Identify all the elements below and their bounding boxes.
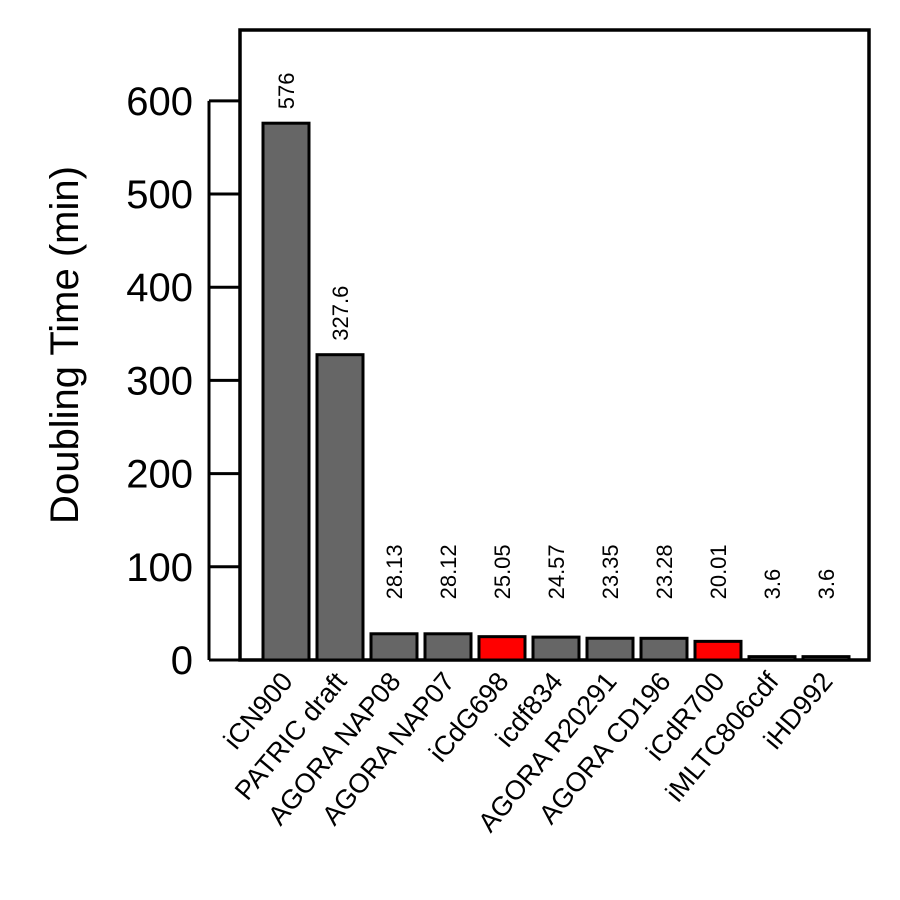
data-label: 20.01 bbox=[706, 544, 731, 599]
bar-agora-nap08 bbox=[369, 632, 419, 662]
data-label: 327.6 bbox=[328, 286, 353, 341]
y-tick-label: 400 bbox=[126, 266, 193, 310]
y-tick-label: 600 bbox=[126, 80, 193, 124]
data-label: 576 bbox=[274, 72, 299, 109]
y-tick-label: 300 bbox=[126, 359, 193, 403]
data-label: 3.6 bbox=[814, 569, 839, 600]
y-axis-label: Doubling Time (min) bbox=[43, 166, 87, 524]
data-label: 24.57 bbox=[544, 544, 569, 599]
y-axis: 0 100 200 300 400 500 600 bbox=[126, 80, 240, 683]
data-label: 23.35 bbox=[598, 544, 623, 599]
y-tick-label: 200 bbox=[126, 453, 193, 497]
bar-icdf834 bbox=[531, 635, 581, 662]
bar-icn900 bbox=[261, 121, 311, 662]
data-label: 23.28 bbox=[652, 544, 677, 599]
y-tick-label: 500 bbox=[126, 173, 193, 217]
bar-icdr700 bbox=[693, 639, 743, 662]
data-label: 3.6 bbox=[760, 569, 785, 600]
bar-imltc806cdf bbox=[747, 655, 797, 662]
bar-ihd992 bbox=[801, 655, 851, 662]
data-labels: 576 327.6 28.13 28.12 25.05 24.57 23.35 23.28 20… bbox=[274, 72, 839, 599]
data-label: 28.13 bbox=[382, 544, 407, 599]
y-tick-label: 100 bbox=[126, 546, 193, 590]
data-label: 28.12 bbox=[436, 544, 461, 599]
y-tick-label: 0 bbox=[171, 639, 193, 683]
bars bbox=[261, 121, 851, 662]
bar-patric-draft bbox=[315, 353, 365, 662]
bar-agora-r20291 bbox=[585, 636, 635, 662]
bar-agora-cd196 bbox=[639, 636, 689, 662]
bar-agora-nap07 bbox=[423, 632, 473, 662]
data-label: 25.05 bbox=[490, 544, 515, 599]
bar-icdg698 bbox=[477, 635, 527, 662]
